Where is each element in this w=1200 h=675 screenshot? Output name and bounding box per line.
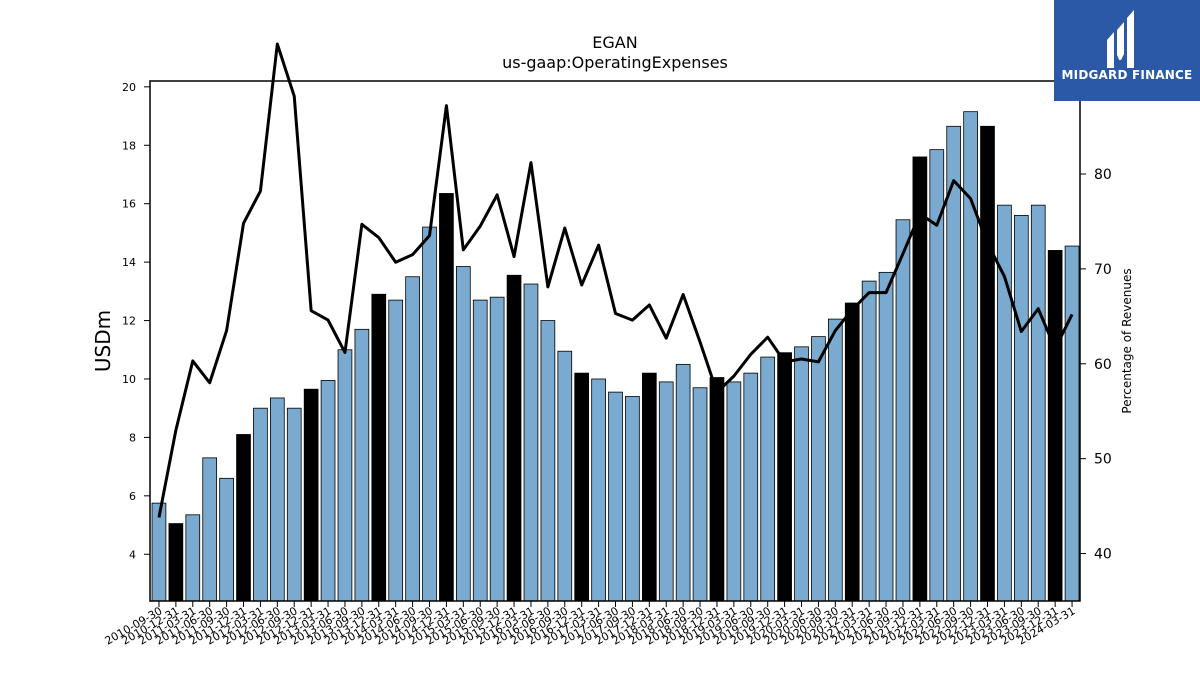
right-axis: 40 50 60 70 80 [1080, 167, 1112, 563]
chart-subtitle: us-gaap:OperatingExpenses [502, 53, 728, 72]
bar [523, 283, 539, 602]
bar [557, 350, 573, 602]
y-tick-label: 10 [122, 373, 136, 386]
bar [1013, 214, 1029, 602]
bar [337, 349, 353, 602]
y-tick-label: 14 [122, 256, 136, 269]
bar [675, 363, 691, 602]
midgard-logo-icon [1107, 10, 1134, 68]
y2-tick-label: 80 [1094, 167, 1112, 183]
bar [303, 388, 319, 602]
bar [202, 457, 218, 602]
bar [422, 226, 437, 602]
bar [709, 377, 725, 602]
line-series [157, 42, 1074, 518]
bar [743, 372, 759, 602]
left-axis: 4 6 8 10 12 14 16 18 20 [122, 81, 150, 561]
brand-logo: MIDGARD FINANCE [1054, 0, 1200, 101]
bar [726, 381, 742, 602]
bar [405, 276, 420, 602]
bar [455, 266, 471, 602]
bar [388, 299, 404, 602]
bar [320, 380, 336, 602]
logo-text: MIDGARD FINANCE [1061, 68, 1193, 82]
bar [608, 391, 623, 602]
y-tick-label: 16 [122, 198, 136, 211]
bar [844, 302, 860, 602]
y2-axis-label: Percentage of Revenues [1120, 268, 1134, 413]
bar [963, 111, 978, 602]
y2-tick-label: 70 [1094, 262, 1112, 278]
y-tick-label: 6 [129, 490, 136, 503]
bar [185, 514, 201, 602]
bar [980, 125, 995, 602]
bar [236, 434, 251, 602]
bar [253, 407, 268, 602]
bar [625, 396, 640, 602]
bar [794, 346, 809, 602]
bar [760, 356, 776, 602]
bar [540, 320, 556, 602]
bar [269, 397, 285, 602]
bar [1064, 245, 1080, 602]
bar [658, 381, 674, 602]
bar [489, 296, 505, 602]
bar [1030, 204, 1046, 602]
line-path [157, 42, 1074, 518]
bar [777, 352, 792, 602]
bar [811, 336, 826, 602]
y-axis-label: USDm [91, 310, 115, 372]
y2-tick-label: 50 [1094, 452, 1112, 468]
bar [574, 372, 590, 602]
y-tick-label: 18 [122, 139, 136, 152]
bar [219, 477, 234, 602]
bar [895, 219, 911, 602]
bar [439, 193, 454, 602]
plot-frame [149, 80, 1081, 602]
bar [354, 328, 370, 602]
x-axis: 2010-09-302010-12-312011-03-312011-06-30… [103, 601, 1078, 648]
bar [861, 280, 877, 602]
bar [506, 274, 522, 602]
bar [827, 318, 843, 602]
bar [371, 293, 387, 602]
bar [641, 372, 657, 602]
y2-tick-label: 40 [1094, 547, 1112, 563]
y-tick-label: 8 [129, 431, 136, 444]
y-tick-label: 12 [122, 315, 136, 328]
bar [591, 378, 606, 602]
bar [929, 149, 945, 602]
bar-series [151, 111, 1080, 602]
bar [286, 407, 302, 602]
y-tick-label: 20 [122, 81, 136, 94]
bar [168, 523, 184, 602]
bar [1047, 250, 1063, 602]
bar [472, 299, 488, 602]
chart-title: EGAN [592, 33, 637, 52]
bar [878, 271, 894, 602]
bar [692, 387, 708, 602]
bar [151, 502, 167, 602]
y-tick-label: 4 [129, 548, 136, 561]
y2-tick-label: 60 [1094, 357, 1112, 373]
